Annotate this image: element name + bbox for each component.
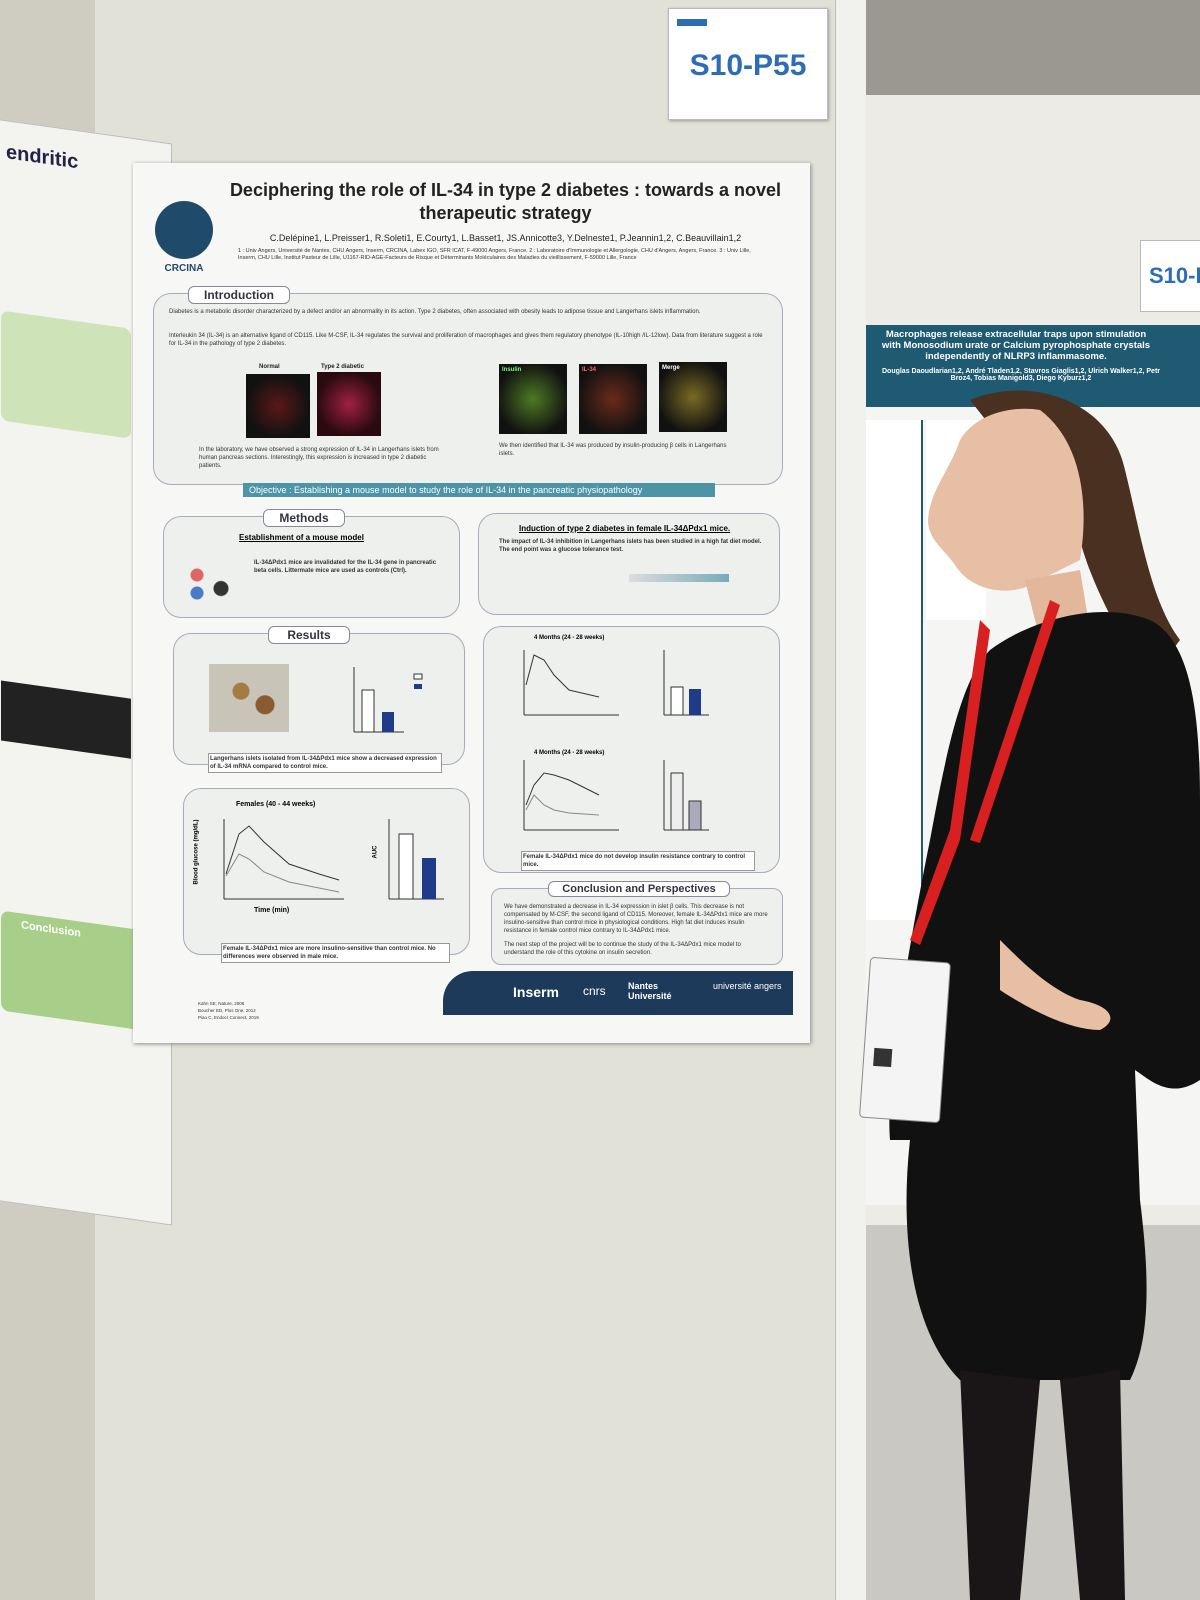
hfd-charts	[523, 650, 709, 831]
image-label: Type 2 diabetic	[321, 364, 364, 370]
partner-logo: Inserm	[513, 984, 559, 1000]
image-label: Merge	[662, 365, 680, 371]
reference: Kahn SE, Nature, 2006	[198, 1001, 245, 1006]
image-label: IL-34	[582, 367, 597, 373]
poster-title: Deciphering the role of IL-34 in type 2 …	[229, 180, 782, 224]
mouse-icons	[179, 557, 239, 602]
lanyard	[910, 600, 1060, 945]
induction-heading: Induction of type 2 diabetes in female I…	[519, 524, 731, 533]
partner-logo: Nantes Université	[628, 981, 672, 1001]
poster: CRCINA Deciphering the role of IL-34 in …	[133, 163, 810, 1043]
micrograph	[317, 372, 381, 436]
chart-title: Females (40 - 44 weeks)	[236, 801, 316, 808]
right-sign: S10-P	[1140, 240, 1200, 312]
footer-band: Inserm cnrs Nantes Université université…	[443, 971, 793, 1015]
conclusion-box: We have demonstrated a decrease in IL-34…	[491, 888, 783, 965]
sign-card: S10-P55	[668, 8, 828, 120]
face	[928, 408, 1084, 591]
logo-mark	[155, 201, 213, 259]
reference: Piao C, Endocr Connect, 2019	[198, 1015, 259, 1020]
post	[835, 0, 867, 1600]
induction-box: Induction of type 2 diabetes in female I…	[478, 513, 780, 615]
auc-label: AUC	[372, 845, 379, 859]
methods-heading: Methods	[263, 509, 345, 527]
methods-box: Establishment of a mouse model IL-34ΔPdx…	[163, 516, 460, 618]
right-title: Macrophages release extracellular traps …	[881, 329, 1151, 362]
intro-caption: In the laboratory, we have observed a st…	[199, 447, 439, 470]
females-box: Females (40 - 44 weeks) Time (min) Blood…	[183, 788, 470, 955]
image-label: Normal	[259, 364, 280, 370]
objective: Objective : Establishing a mouse model t…	[243, 483, 715, 497]
person	[859, 390, 1200, 1600]
intro-p2: Interleukin 34 (IL-34) is an alternative…	[169, 333, 763, 348]
sign-tag	[677, 19, 707, 26]
females-chart	[223, 819, 444, 900]
females-caption: Female IL-34ΔPdx1 mice are more insulino…	[221, 943, 450, 964]
partner-logo: université angers	[713, 981, 782, 991]
affiliations: 1 : Univ Angers, Université de Nantes, C…	[238, 248, 751, 262]
hand	[1000, 940, 1111, 1030]
badge	[859, 957, 951, 1123]
right-authors: Douglas Daoudlarian1,2, André Tladen1,2,…	[881, 368, 1161, 382]
intro-box: Diabetes is a metabolic disorder charact…	[153, 293, 783, 485]
methods-subheading: Establishment of a mouse model	[239, 533, 364, 542]
ceiling	[866, 0, 1200, 95]
intro-caption: We then identified that IL-34 was produc…	[499, 443, 727, 458]
right-column	[866, 420, 923, 920]
islet-photo	[209, 664, 289, 732]
micrograph: Insulin	[499, 364, 567, 434]
left-green-box	[1, 310, 131, 439]
left-image	[1, 680, 131, 759]
left-fragment: endritic	[6, 141, 79, 174]
authors: C.Delépine1, L.Preisser1, R.Soleti1, E.C…	[269, 233, 742, 243]
conclusion-p1: We have demonstrated a decrease in IL-34…	[504, 904, 768, 935]
y-axis-label: Blood glucose (mg/dL)	[193, 819, 200, 885]
sign-label: S10-P55	[689, 49, 807, 82]
image-label: Insulin	[502, 367, 522, 373]
logo-text: CRCINA	[164, 263, 204, 274]
partner-logo: cnrs	[583, 984, 606, 998]
conclusion-p2: The next step of the project will be to …	[504, 942, 741, 957]
mrna-chart	[353, 667, 423, 733]
micrograph: Merge	[659, 362, 727, 432]
hfd-box: 4 Months (24 - 28 weeks) 4 Months (24 - …	[483, 626, 780, 873]
chart-title: 4 Months (24 - 28 weeks)	[534, 750, 605, 756]
reference: Boucher ED, Plos One, 2012	[198, 1008, 256, 1013]
intro-p1: Diabetes is a metabolic disorder charact…	[169, 309, 701, 315]
badge-qr	[873, 1047, 893, 1068]
intro-heading: Introduction	[188, 286, 290, 304]
hfd-caption: Female IL-34ΔPdx1 mice do not develop in…	[521, 851, 755, 872]
conclusion-heading: Conclusion and Perspectives	[548, 881, 730, 897]
chart-title: 4 Months (24 - 28 weeks)	[534, 635, 605, 641]
results-heading: Results	[268, 626, 350, 644]
islets-caption: Langerhans islets isolated from IL-34ΔPd…	[208, 753, 442, 774]
methods-text: IL-34ΔPdx1 mice are invalidated for the …	[254, 560, 437, 575]
left-conclusion: Conclusion	[21, 919, 81, 940]
timeline	[629, 574, 729, 582]
micrograph: IL-34	[579, 364, 647, 434]
right-sign-label: S10-P	[1149, 263, 1200, 288]
results-box	[173, 633, 465, 765]
micrograph	[246, 374, 310, 438]
left-conclusion-box: Conclusion	[1, 910, 141, 1031]
induction-text: The impact of IL-34 inhibition in Langer…	[499, 539, 762, 554]
x-axis-label: Time (min)	[254, 907, 290, 914]
legs	[960, 1370, 1125, 1600]
